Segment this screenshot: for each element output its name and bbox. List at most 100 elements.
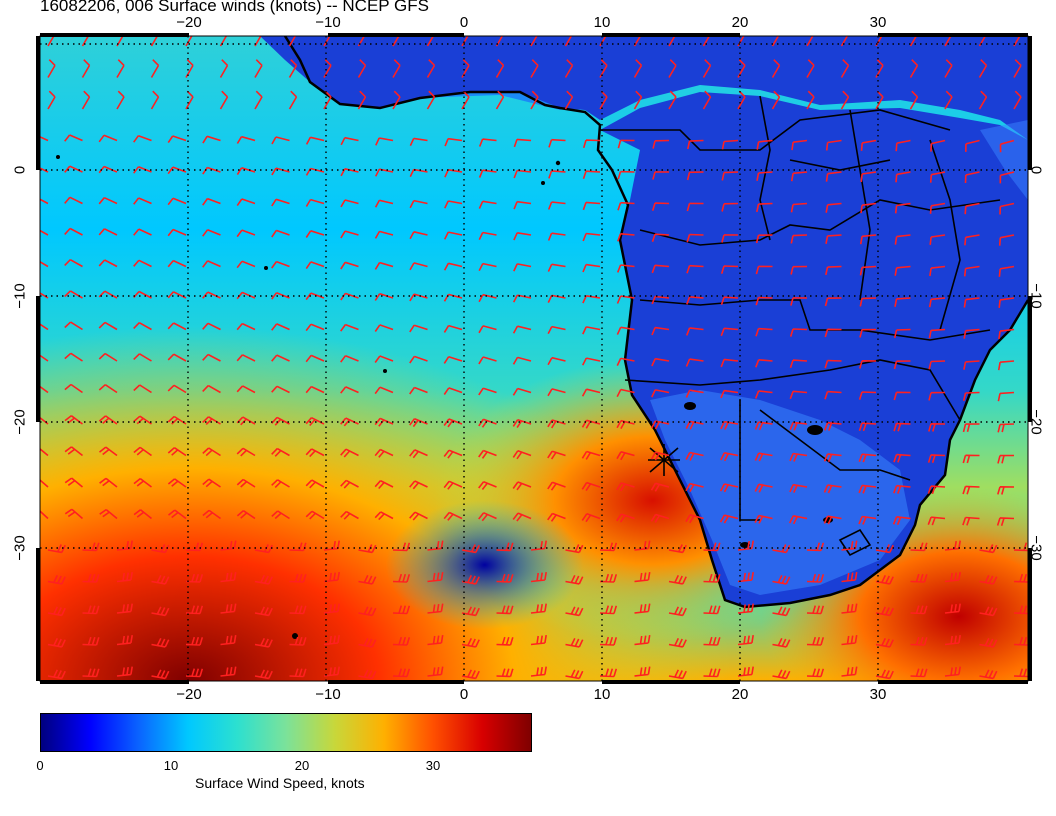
wind-barb [547, 356, 566, 366]
wind-barb [790, 202, 808, 213]
wind-barb [565, 544, 584, 554]
wind-barb [392, 636, 411, 646]
wind-barb [444, 137, 463, 147]
wind-barb [374, 386, 394, 395]
wind-barb [616, 388, 635, 398]
wind-barb [427, 666, 444, 677]
wind-barb [98, 352, 118, 362]
wind-barb [893, 328, 911, 338]
lon-tick-top: 10 [593, 14, 611, 31]
wind-barb [997, 360, 1015, 371]
wind-barb [616, 419, 635, 429]
wind-barb [271, 323, 290, 331]
wind-barb [617, 139, 635, 149]
wind-barb [409, 355, 428, 364]
wind-barb [651, 357, 670, 367]
wind-barb [927, 485, 946, 495]
wind-barb [513, 138, 532, 148]
wind-barb [289, 542, 307, 552]
wind-barb [236, 478, 256, 488]
wind-barb [875, 669, 894, 680]
wind-barb [652, 171, 670, 180]
wind-barb [909, 59, 919, 78]
lon-tick-bottom: 30 [869, 686, 887, 703]
wind-barb [582, 232, 601, 242]
wind-barb [963, 328, 980, 339]
wind-barb [478, 200, 497, 209]
wind-barb [461, 59, 470, 78]
wind-barb [909, 90, 919, 110]
wind-barb [271, 510, 290, 520]
wind-barb [963, 265, 980, 277]
wind-barb [685, 358, 704, 367]
wind-barb [530, 36, 538, 47]
wind-barb [1013, 668, 1028, 678]
lat-tick-right: −30 [1027, 535, 1045, 561]
wind-barb [99, 477, 118, 488]
wind-barb [98, 134, 118, 143]
wind-barb [1013, 636, 1028, 646]
wind-barb [841, 603, 858, 614]
wind-barb [929, 234, 946, 245]
wind-barb [668, 574, 687, 585]
wind-barb [771, 59, 781, 78]
wind-barb [893, 484, 911, 494]
wind-barb [927, 516, 946, 526]
wind-barb [944, 571, 961, 583]
wind-barb [825, 139, 842, 151]
wind-barb [40, 292, 49, 299]
wind-barb [374, 417, 394, 427]
wind-barb [305, 448, 325, 458]
wind-barb [64, 383, 83, 394]
wind-barb [443, 262, 463, 271]
wind-barb [703, 542, 721, 552]
wind-barb [409, 168, 428, 178]
wind-barb [859, 360, 877, 369]
wind-barb [979, 574, 998, 585]
wind-barb [478, 387, 497, 396]
colorbar [40, 713, 532, 752]
wind-barb [151, 606, 170, 617]
wind-barb [651, 233, 670, 243]
wind-barb [236, 229, 256, 238]
wind-barb [703, 668, 721, 678]
wind-barb [616, 482, 635, 492]
wind-barb [668, 90, 677, 110]
wind-barb [1013, 542, 1028, 552]
wind-barb [167, 415, 187, 425]
wind-barb [581, 388, 601, 397]
wind-barb [841, 634, 858, 646]
wind-barb [789, 483, 808, 493]
wind-barb [547, 512, 566, 522]
wind-barb [496, 605, 514, 615]
wind-barb [963, 360, 980, 370]
wind-barb [426, 59, 436, 78]
wind-barb [547, 294, 566, 303]
wind-barb [47, 59, 56, 78]
wind-barb [47, 606, 66, 617]
wind-barb [825, 265, 842, 276]
wind-barb [702, 36, 711, 47]
lon-tick-top: −20 [176, 14, 202, 31]
wind-barb [271, 260, 290, 269]
wind-barb [98, 196, 118, 205]
wind-barb [788, 515, 808, 525]
wind-barb [548, 170, 566, 179]
lon-tick-top: 30 [869, 14, 887, 31]
wind-barb [910, 573, 928, 583]
wind-barb [478, 231, 497, 241]
wind-barb [944, 634, 961, 646]
wind-barb [721, 139, 739, 150]
wind-barb [564, 90, 574, 110]
wind-barb [929, 265, 946, 277]
wind-barb [461, 606, 480, 617]
wind-barb [599, 59, 608, 78]
wind-barb [806, 605, 825, 615]
wind-barb [133, 228, 152, 236]
wind-barb [685, 327, 704, 336]
wind-barb [893, 360, 911, 370]
wind-barb [703, 605, 721, 615]
wind-barb [167, 384, 187, 394]
wind-barb [116, 666, 133, 677]
wind-barb [478, 356, 497, 365]
